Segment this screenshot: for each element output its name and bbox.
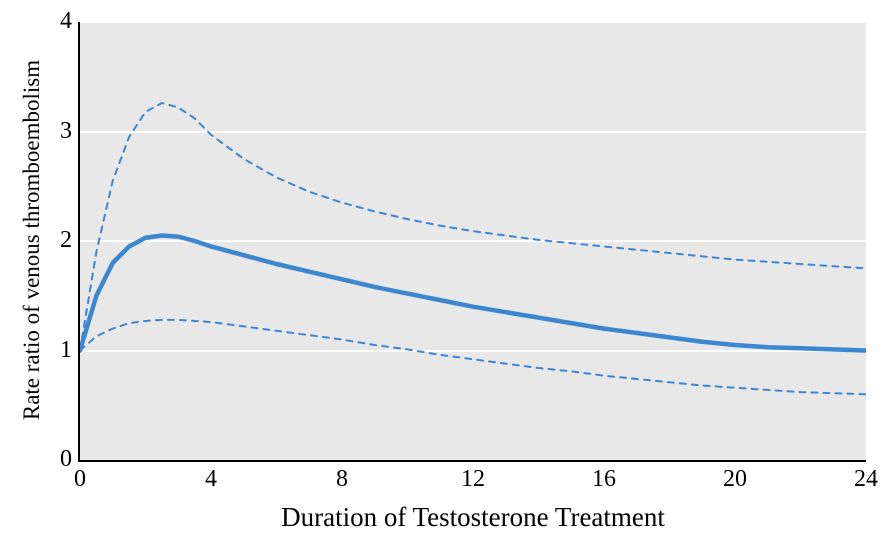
series-upper-ci [80, 103, 866, 350]
x-tick-label: 20 [715, 466, 755, 493]
x-tick-label: 24 [846, 466, 886, 493]
y-axis-label: Rate ratio of venous thromboembolism [19, 21, 45, 459]
series-main [80, 236, 866, 351]
series-lower-ci [80, 320, 866, 394]
x-tick-label: 16 [584, 466, 624, 493]
x-tick-label: 12 [453, 466, 493, 493]
x-tick-label: 0 [60, 466, 100, 493]
chart-container: 01234 04812162024 Duration of Testostero… [0, 0, 891, 558]
x-tick-label: 8 [322, 466, 362, 493]
x-tick-label: 4 [191, 466, 231, 493]
x-axis-label: Duration of Testosterone Treatment [80, 502, 866, 533]
chart-curves [0, 0, 891, 558]
